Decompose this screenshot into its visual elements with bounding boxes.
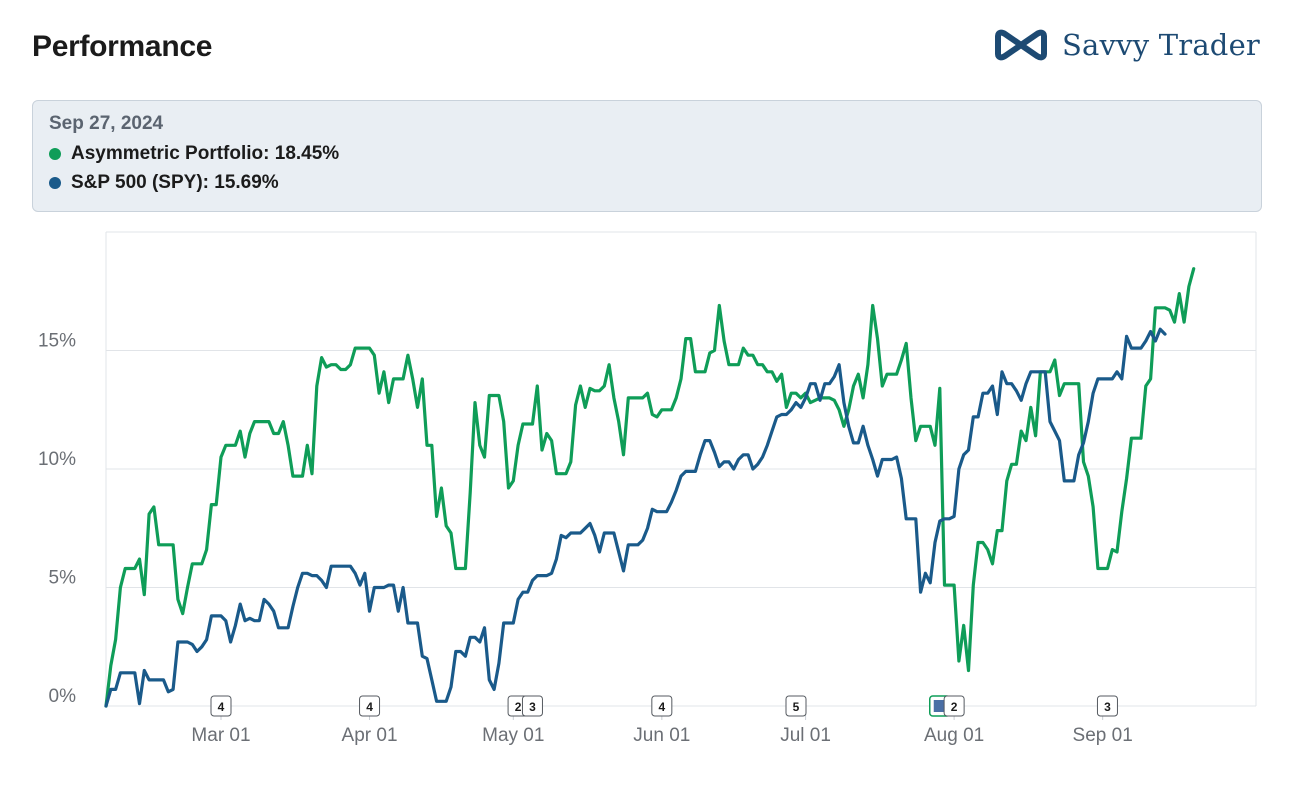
event-logo-icon	[933, 700, 946, 712]
spy-series-line[interactable]	[104, 327, 1167, 708]
brand-logo[interactable]: Savvy Trader	[992, 28, 1260, 62]
event-marker-box	[521, 695, 543, 717]
spy-dot-icon	[49, 177, 61, 189]
brand-name: Savvy Trader	[1061, 28, 1260, 62]
y-tick-label: 15%	[38, 331, 76, 352]
chart-tooltip: Sep 27, 2024 Asymmetric Portfolio: 18.45…	[32, 100, 1262, 212]
event-count-label: 4	[218, 700, 225, 714]
event-marker[interactable]: 4	[651, 695, 673, 717]
infinity-logo-icon	[994, 29, 1047, 61]
tooltip-portfolio-label: Asymmetric Portfolio: 18.45%	[71, 143, 340, 164]
x-tick-label: Sep 01	[1073, 725, 1133, 746]
event-count-label: 2	[951, 700, 958, 714]
event-count-label: 3	[1104, 700, 1111, 714]
event-marker-box	[651, 695, 673, 717]
event-marker[interactable]: 3	[521, 695, 543, 717]
event-marker-box	[359, 695, 381, 717]
tooltip-date: Sep 27, 2024	[49, 113, 164, 134]
x-tick-label: Apr 01	[342, 725, 398, 746]
y-tick-label: 5%	[49, 568, 77, 589]
portfolio-series-line[interactable]	[104, 267, 1196, 708]
event-count-label: 5	[793, 700, 800, 714]
event-marker[interactable]: 4	[359, 695, 381, 717]
event-count-label: 2	[515, 700, 522, 714]
portfolio-dot-icon	[49, 148, 61, 160]
event-marker[interactable]: 4	[210, 695, 232, 717]
event-marker[interactable]: 2	[943, 695, 965, 717]
event-count-label: 4	[366, 700, 373, 714]
event-marker-box	[1096, 695, 1118, 717]
tooltip-portfolio-row: Asymmetric Portfolio: 18.45%	[49, 143, 1245, 165]
event-marker[interactable]: 5	[785, 695, 807, 717]
page-title: Performance	[32, 30, 213, 63]
y-tick-label: 10%	[38, 449, 76, 470]
x-tick-label: May 01	[482, 725, 544, 746]
x-tick-label: Aug 01	[924, 725, 984, 746]
event-marker[interactable]: 3	[1096, 695, 1118, 717]
tooltip-spy-row: S&P 500 (SPY): 15.69%	[49, 172, 1245, 194]
y-tick-label: 0%	[49, 686, 77, 707]
tooltip-spy-label: S&P 500 (SPY): 15.69%	[71, 172, 279, 193]
event-marker-box	[785, 695, 807, 717]
event-count-label: 4	[658, 700, 665, 714]
x-tick-label: Jun 01	[633, 725, 690, 746]
event-count-label: 3	[529, 700, 536, 714]
x-tick-label: Mar 01	[191, 725, 250, 746]
event-marker-box	[210, 695, 232, 717]
x-tick-label: Jul 01	[780, 725, 831, 746]
event-marker-box	[943, 695, 965, 717]
